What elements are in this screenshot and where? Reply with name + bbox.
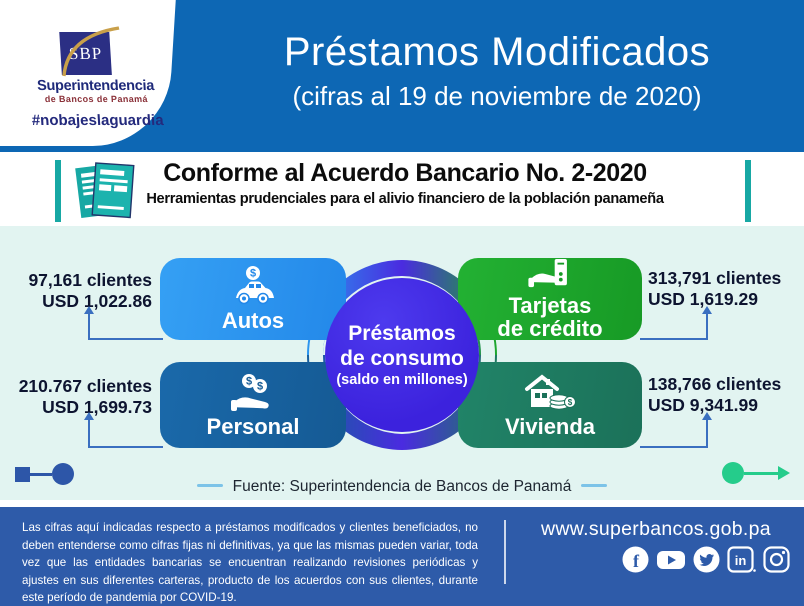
stat-autos-clients: 97,161 clientes [28,270,152,290]
stat-vivienda: 138,766 clientes USD 9,341.99 [648,374,781,415]
category-autos: $ Autos [160,258,346,340]
category-label: Autos [221,308,285,334]
forward-arrow-icon [722,462,790,484]
category-label: Vivienda [504,414,596,440]
svg-text:$: $ [246,376,252,388]
org-name-line2: de Bancos de Panamá [44,94,149,104]
campaign-hashtag: #nobajeslaguardia [31,112,165,129]
banner-right-bar [745,160,751,222]
header-titles: Préstamos Modificados (cifras al 19 de n… [190,0,804,152]
stat-personal-amount: USD 1,699.73 [42,396,152,417]
stat-tarjetas-clients: 313,791 clientes [648,268,782,288]
arrow-personal [84,412,163,448]
loans-diagram: $ Autos Tarjet [0,248,804,463]
arrowhead-icon [84,412,94,420]
center-line3: (saldo en millones) [336,372,468,389]
sbp-logo-mark: SBP [59,32,112,75]
center-line1: Préstamos [348,321,456,345]
sbp-acronym: SBP [68,43,103,63]
stat-vivienda-clients: 138,766 clientes [648,374,782,394]
source-line: Fuente: Superintendencia de Bancos de Pa… [0,478,804,496]
arrow-vivienda [640,412,712,448]
twitter-icon[interactable] [693,546,720,573]
linkedin-icon[interactable]: in [727,546,756,573]
website-url[interactable]: www.superbancos.gob.pa [541,518,771,540]
vertical-divider [504,520,506,584]
documents-icon [70,158,136,220]
page-subtitle: (cifras al 19 de noviembre de 2020) [292,81,702,111]
bottom-band: Las cifras aquí indicadas respecto a pré… [0,507,804,606]
category-label-2: de crédito [497,315,603,341]
page-title: Préstamos Modificados [283,30,711,74]
youtube-icon[interactable] [656,546,686,573]
car-coin-icon: $ [236,266,274,305]
house-coins-icon: $ [525,374,576,411]
agreement-banner: Conforme al Acuerdo Bancario No. 2-2020 … [0,152,804,226]
dash-decoration [581,483,608,487]
disclaimer-text: Las cifras aquí indicadas respecto a pré… [22,521,478,605]
center-line2: de consumo [340,347,464,370]
node-link-icon [15,463,74,485]
svg-text:f: f [633,551,640,571]
arrowhead-icon [702,306,712,314]
contact-block: www.superbancos.gob.pa f in [520,518,792,573]
banner-title: Conforme al Acuerdo Bancario No. 2-2020 [163,159,647,187]
stat-tarjetas-amount: USD 1,619.29 [648,288,758,309]
arrow-tarjetas [640,306,712,340]
banner-subtitle: Herramientas prudenciales para el alivio… [146,191,664,207]
svg-text:in: in [735,553,747,568]
dash-decoration [196,483,223,487]
stat-autos: 97,161 clientes USD 1,022.86 [28,270,152,311]
stat-vivienda-amount: USD 9,341.99 [648,394,758,415]
category-label: Personal [206,414,300,440]
center-circle: Préstamos de consumo (saldo en millones) [325,278,479,432]
banner-text: Conforme al Acuerdo Bancario No. 2-2020 … [135,159,675,207]
arrowhead-icon [84,306,94,314]
category-label: Tarjetas [508,292,592,318]
sbp-logo: SBP Superintendencia de Bancos de Panamá… [6,4,185,150]
org-name-line1: Superintendencia [36,78,155,94]
stat-personal: 210.767 clientes USD 1,699.73 [19,376,152,417]
stat-personal-clients: 210.767 clientes [18,376,152,396]
source-text: Fuente: Superintendencia de Bancos de Pa… [232,478,572,495]
banner-left-bar [55,160,61,222]
stat-autos-amount: USD 1,022.86 [42,290,152,311]
stat-tarjetas: 313,791 clientes USD 1,619.29 [648,268,781,309]
svg-text:$: $ [250,268,256,280]
facebook-icon[interactable]: f [622,546,649,573]
hand-card-icon [528,258,567,288]
category-personal: $ $ Personal [160,362,346,448]
hand-coins-icon: $ $ [231,374,269,412]
header-band: Préstamos Modificados (cifras al 19 de n… [0,0,804,152]
svg-text:$: $ [257,381,263,393]
category-vivienda: $ Vivienda [458,362,642,448]
svg-text:$: $ [568,398,573,407]
category-tarjetas: Tarjetas de crédito [458,258,642,340]
social-icons-row: f in [520,546,792,573]
instagram-icon[interactable] [763,546,790,573]
arrow-autos [84,306,163,340]
arrowhead-icon [702,412,712,420]
